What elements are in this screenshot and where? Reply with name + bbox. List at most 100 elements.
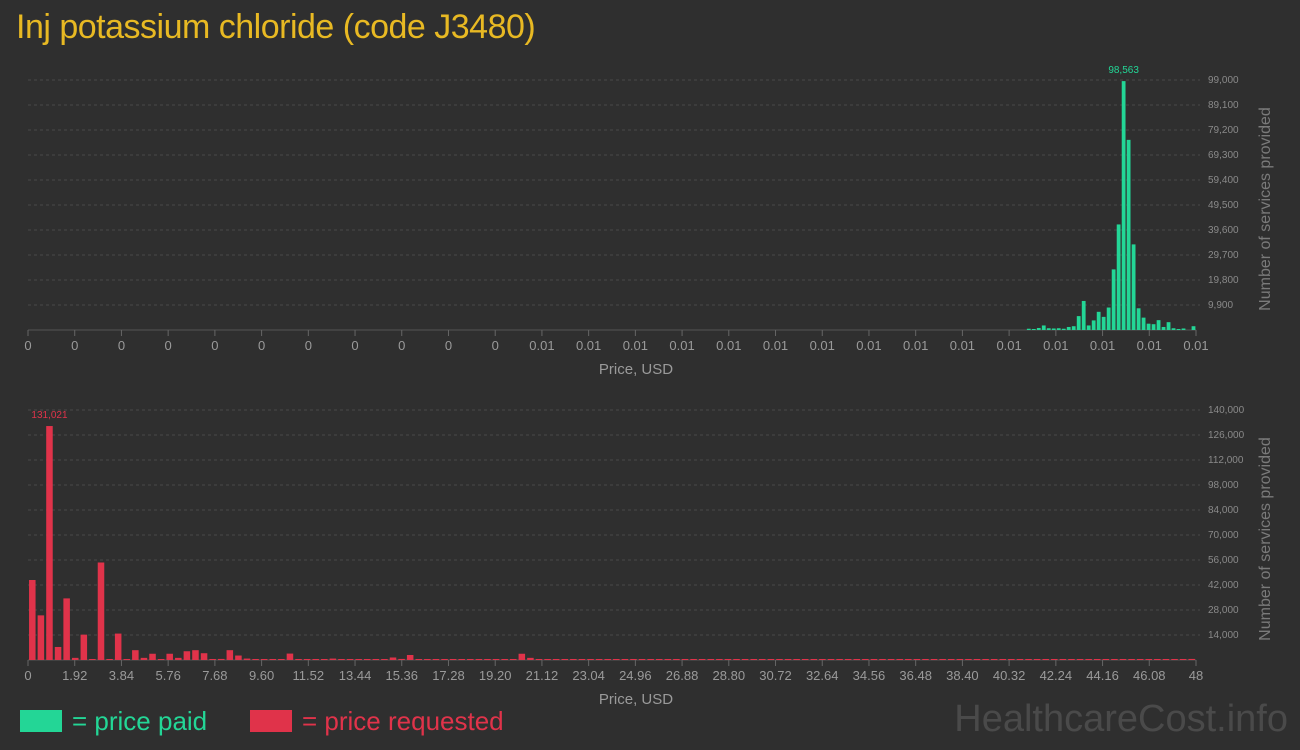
x-tick-label: 0 [71,338,78,353]
x-tick-label: 36.48 [899,668,932,683]
bar [29,580,36,660]
bar [80,634,88,660]
bar [71,657,79,660]
x-tick-label: 0 [305,338,312,353]
bar [363,659,371,660]
x-tick-label: 42.24 [1040,668,1073,683]
bar [1119,659,1127,660]
bar [870,659,878,660]
bar [1036,327,1041,330]
x-tick-label: 0 [165,338,172,353]
bar [973,659,981,660]
bar [776,659,783,660]
bar [175,657,182,660]
bar [1146,323,1151,330]
bar [1051,659,1058,660]
x-tick-label: 40.32 [993,668,1026,683]
bar [922,659,929,660]
bar [260,659,268,660]
bar [1076,659,1084,660]
bar [1179,659,1187,660]
price-paid-chart: 9,900 19,800 29,700 39,600 49,500 59,400 69,30… [24,65,1274,378]
x-tick-label: 11.52 [293,668,325,683]
bar [690,659,697,660]
legend-swatch-requested [250,710,292,732]
bar [1111,269,1116,330]
bar [759,659,766,660]
bar [286,653,294,660]
bar [217,658,225,660]
x-tick-label: 30.72 [759,668,792,683]
x-tick-label: 0.01 [810,338,835,353]
bar [1033,659,1041,660]
y-tick-label: 99,000 [1208,75,1239,86]
bar [346,659,354,660]
bar [1026,328,1031,330]
y-tick-label: 29,700 [1208,250,1239,261]
y-tick-label: 69,300 [1208,150,1239,161]
x-tick-label: 0.01 [576,338,601,353]
x-tick-label: 0.01 [996,338,1021,353]
y-tick-label: 140,000 [1208,405,1245,416]
bar [733,659,740,660]
watermark: HealthcareCost.info [954,698,1288,740]
x-tick-label: 24.96 [619,668,652,683]
bar [1042,659,1049,660]
legend-price-paid: = price paid [20,706,207,736]
bar [1161,326,1166,330]
bar [613,659,620,660]
x-tick-label: 15.36 [385,668,418,683]
x-axis-label: Price, USD [599,691,673,708]
x-tick-label: 0.01 [903,338,928,353]
x-tick-label: 26.88 [666,668,699,683]
x-tick-label: 0.01 [669,338,694,353]
bar [965,659,972,660]
x-tick-label: 34.56 [853,668,886,683]
y-tick-label: 28,000 [1208,605,1239,616]
bar [89,659,96,660]
x-tick-label: 0.01 [529,338,554,353]
bar [1121,81,1126,330]
bar [716,659,723,660]
bar [655,659,663,660]
x-tick-label: 46.08 [1133,668,1166,683]
bar [329,658,337,660]
y-tick-label: 56,000 [1208,555,1239,566]
bar [535,659,543,660]
x-tick-label: 5.76 [156,668,181,683]
bar [149,653,156,660]
bar [1162,659,1170,660]
x-tick-label: 0 [398,338,405,353]
bar [1041,325,1046,330]
y-tick-label: 14,000 [1208,630,1239,641]
legend-label-requested: = price requested [302,705,504,736]
bar [278,659,285,660]
bar [1061,328,1066,330]
bar [896,659,903,660]
bar [475,659,483,660]
bar [1126,139,1131,330]
bar [46,426,53,660]
y-tick-label: 70,000 [1208,530,1239,541]
bar [905,659,912,660]
bar [372,659,380,660]
x-tick-label: 13.44 [339,668,372,683]
bar [243,658,251,660]
x-tick-label: 7.68 [202,668,227,683]
y-tick-label: 84,000 [1208,505,1239,516]
bar [767,659,775,660]
bar [853,659,861,660]
bar [1181,328,1186,330]
bar [235,655,242,660]
bar [1031,329,1036,330]
y-tick-label: 59,400 [1208,175,1239,186]
x-tick-label: 9.60 [249,668,274,683]
bar [1156,320,1161,330]
bar [501,659,508,660]
bar [449,659,457,660]
bar [844,659,852,660]
peak-value-label: 131,021 [31,410,68,421]
page-title: Inj potassium chloride (code J3480) [16,8,536,46]
bar [1131,244,1136,330]
